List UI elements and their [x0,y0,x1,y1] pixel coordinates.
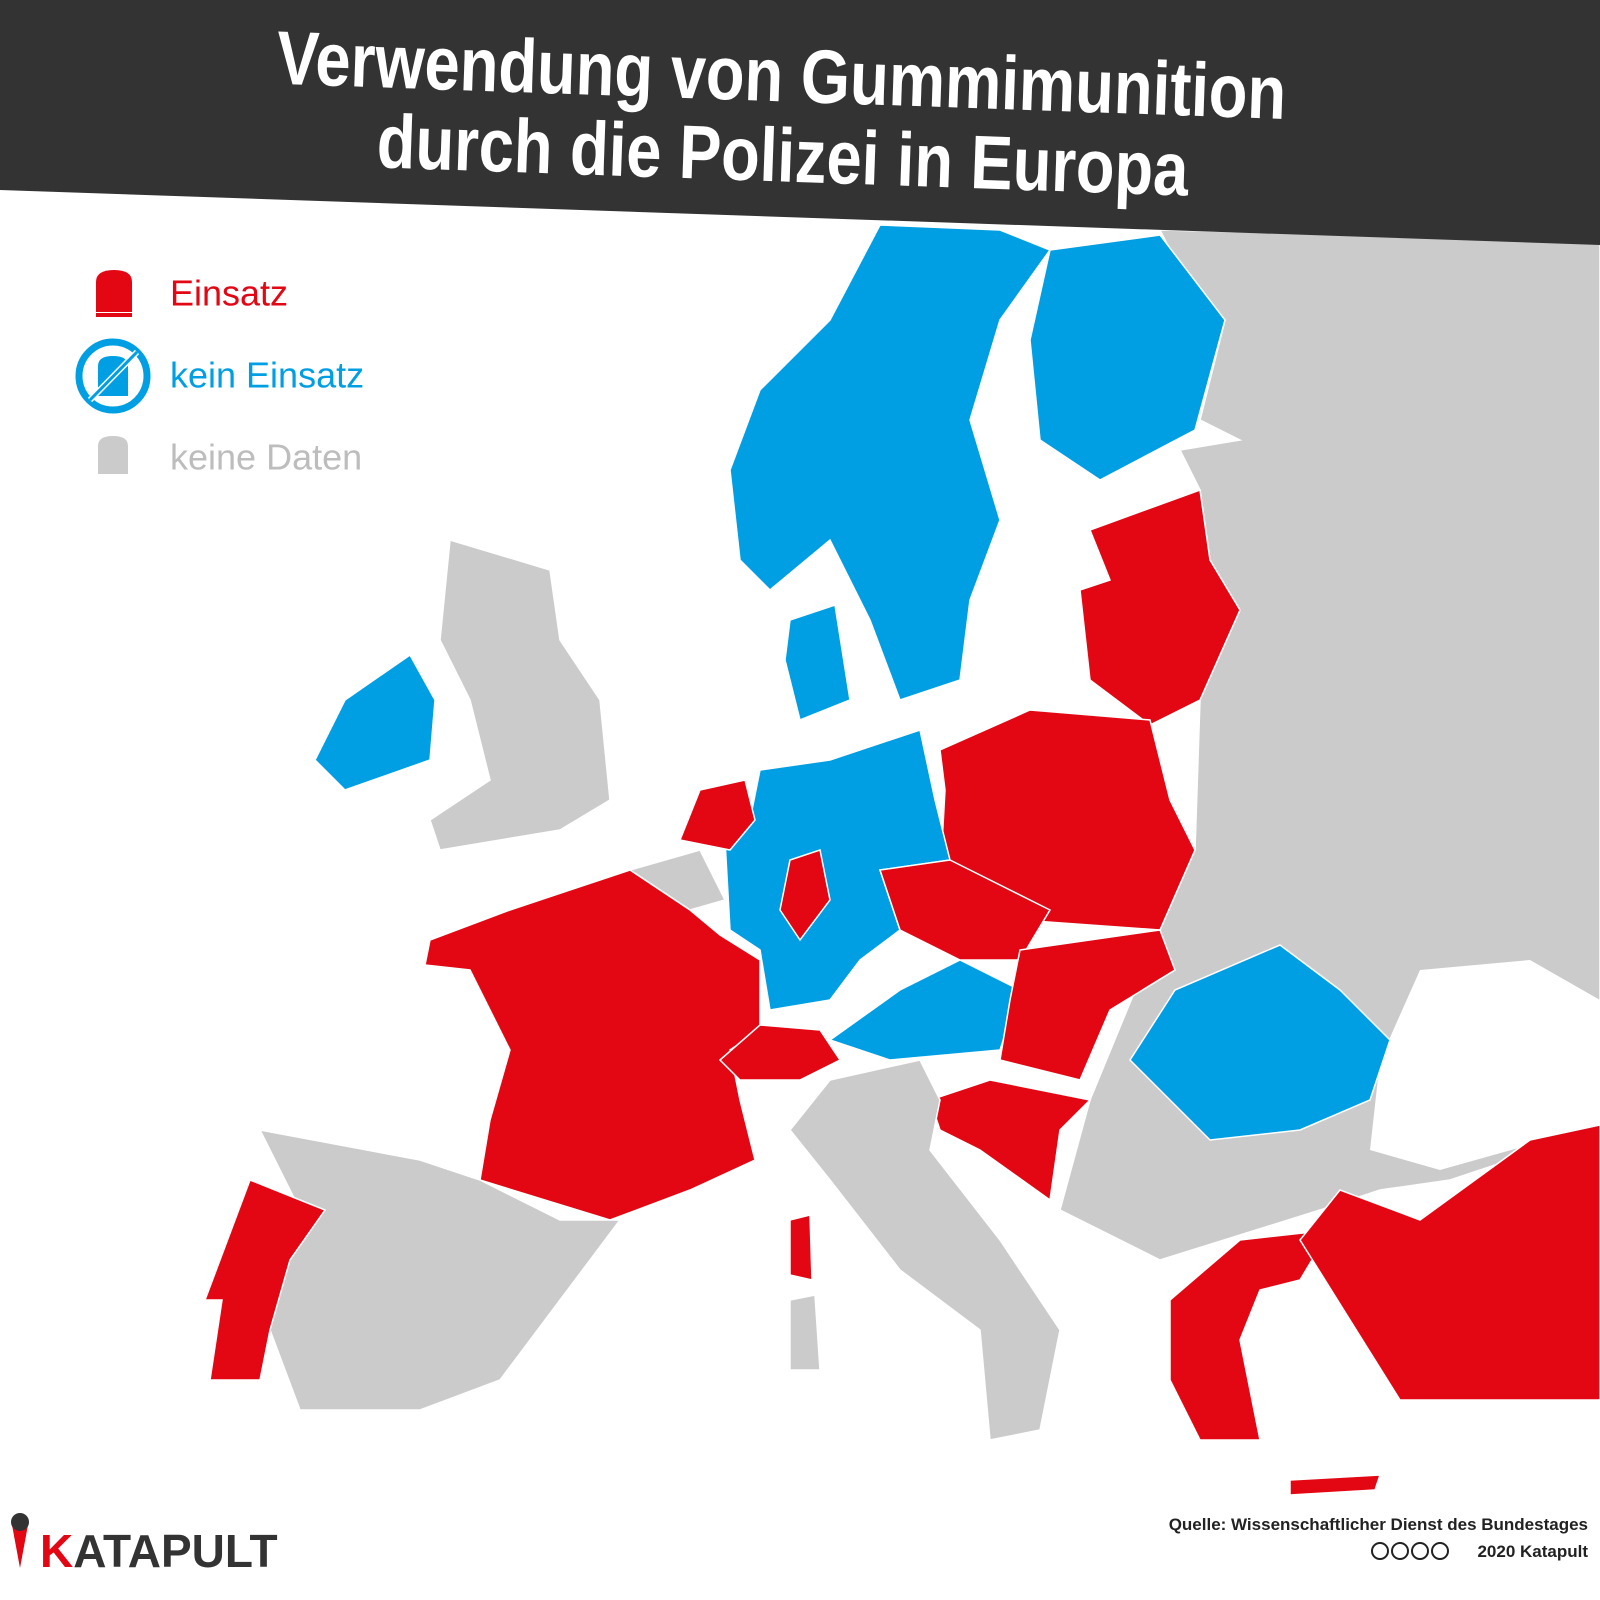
logo: KATAPULT [40,1525,278,1577]
germany [724,729,951,1011]
cc-icon [1411,1542,1429,1560]
hesse [779,849,831,942]
austria [828,959,1021,1061]
legend-label: keine Daten [170,437,362,478]
copyright: 2020 Katapult [1477,1542,1588,1561]
footer: KATAPULT Quelle: Wissenschaftlicher Dien… [11,1513,1588,1577]
logo-icon [12,1525,28,1568]
legend-icon [88,350,139,402]
romania [1129,944,1391,1141]
baltics [1079,488,1241,726]
france [424,869,761,1221]
great-britain [429,539,611,851]
netherlands [678,779,756,851]
portugal [203,1179,327,1381]
corsica [789,1214,813,1281]
cc-icon [1391,1542,1409,1560]
title-banner [0,0,1600,245]
croatia [929,1079,1092,1202]
ireland [314,653,436,791]
cc-icon [1371,1542,1389,1560]
greece [1169,1229,1332,1441]
legend: Einsatz kein Einsatz keine Daten [75,270,364,478]
crete [1289,1474,1382,1496]
cc-icon [1431,1542,1449,1560]
source: Quelle: Wissenschaftlicher Dienst des Bu… [1169,1515,1588,1534]
turkey [1299,1124,1600,1401]
slovakia-hungary [999,929,1176,1081]
legend-icon [98,436,128,474]
norway-sweden [729,224,1052,701]
legend-icon [96,313,132,317]
legend-icon [75,338,151,414]
denmark [784,604,851,722]
switzerland [718,1024,842,1081]
legend-icon [96,270,132,312]
logo-icon [11,1513,29,1531]
map [203,224,1600,1496]
legend-label: kein Einsatz [170,355,364,396]
legend-label: Einsatz [170,273,288,314]
black-sea [1370,960,1600,1170]
italy [789,1059,1061,1441]
finland [1029,234,1226,481]
title: Verwendung von Gummimunition durch die P… [275,16,1287,213]
sardinia [789,1294,821,1371]
